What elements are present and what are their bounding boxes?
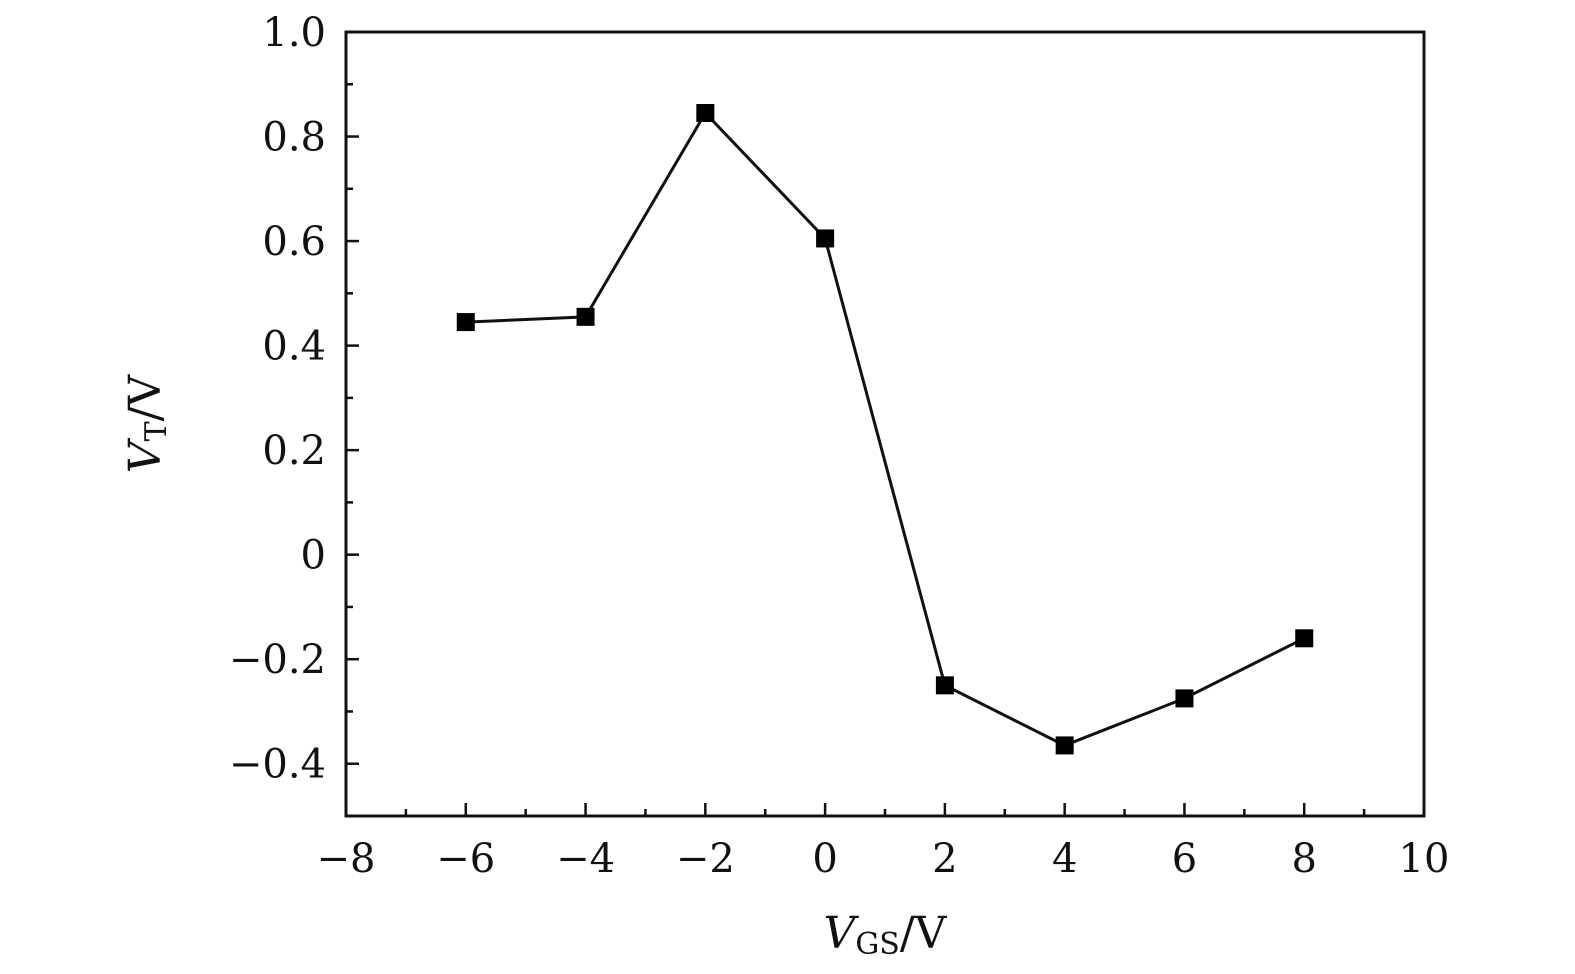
y-axis-label-sub: T (139, 421, 174, 441)
data-point (816, 229, 835, 248)
y-tick-label: −0.2 (229, 637, 326, 683)
y-tick-label: 0.4 (262, 324, 326, 370)
x-tick-label: −4 (556, 836, 615, 882)
y-tick-label: 0.2 (262, 428, 326, 474)
x-axis-label-main: V (824, 908, 860, 959)
series-group (456, 104, 1314, 755)
data-point (456, 313, 475, 332)
major-ticks (346, 135, 1306, 816)
series-line (465, 110, 1305, 748)
data-point (1055, 736, 1074, 755)
y-axis-label-main: V (120, 437, 171, 473)
y-tick-label: 0.8 (262, 115, 326, 161)
data-point (1295, 629, 1314, 648)
x-tick-label: 6 (1172, 836, 1197, 882)
x-tick-label: −8 (317, 836, 376, 882)
x-axis-label: VGS/V (824, 908, 948, 962)
x-axis-label-unit: /V (900, 908, 948, 959)
x-axis-label-sub: GS (855, 927, 900, 962)
y-axis-label: VT/V (120, 374, 174, 474)
x-tick-labels: −8 −6 −4 −2 0 2 4 6 8 10 (317, 836, 1450, 882)
data-point (1175, 689, 1194, 708)
y-tick-label: −0.4 (229, 742, 326, 788)
y-tick-label: 0.6 (262, 219, 326, 265)
x-tick-label: 10 (1399, 836, 1450, 882)
plot-frame (344, 30, 1426, 818)
x-tick-label: 4 (1052, 836, 1077, 882)
x-tick-label: 8 (1291, 836, 1316, 882)
x-tick-label: 2 (932, 836, 957, 882)
data-point (576, 307, 595, 326)
data-point (935, 676, 954, 695)
y-tick-label: 0 (301, 533, 326, 579)
x-tick-label: 0 (812, 836, 837, 882)
y-tick-labels: −0.4 −0.2 0 0.2 0.4 0.6 0.8 1.0 (229, 10, 326, 788)
data-point (696, 104, 715, 123)
minor-ticks (346, 83, 1366, 816)
x-tick-label: −2 (676, 836, 735, 882)
y-tick-label: 1.0 (262, 10, 326, 56)
x-tick-label: −6 (436, 836, 495, 882)
y-axis-label-unit: /V (120, 374, 171, 422)
